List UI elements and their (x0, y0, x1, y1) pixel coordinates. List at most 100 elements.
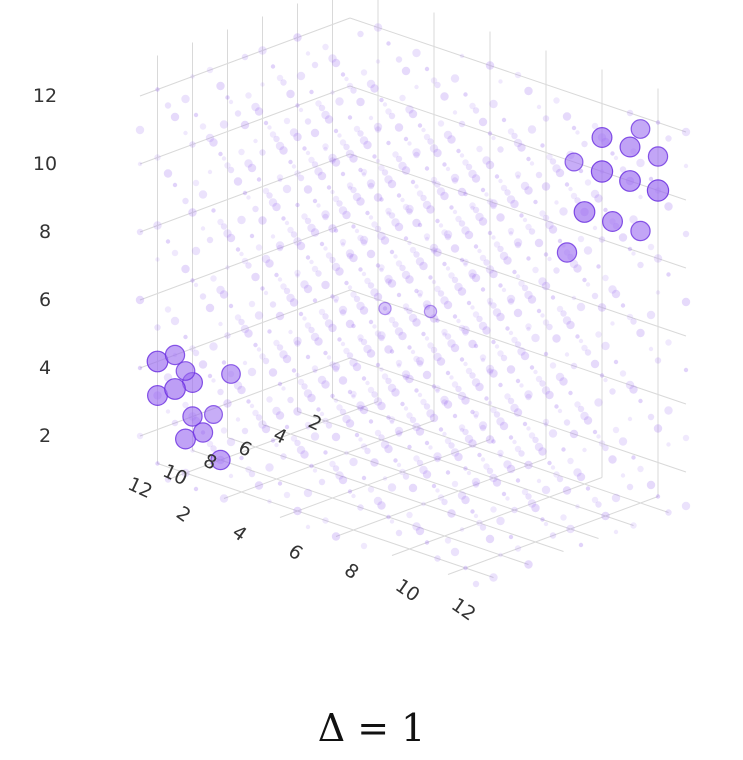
lattice-point (455, 215, 462, 223)
lattice-point (328, 323, 337, 333)
lattice-point (344, 280, 349, 286)
lattice-point (387, 179, 397, 189)
lattice-point (514, 241, 522, 249)
lattice-point (282, 354, 292, 364)
lattice-point (424, 166, 430, 171)
lattice-point (522, 421, 528, 427)
lattice-point (434, 455, 441, 463)
lattice-point (311, 265, 319, 273)
lattice-point (625, 380, 635, 390)
lattice-point (389, 249, 395, 255)
lattice-point (135, 295, 145, 305)
lattice-point (476, 519, 483, 527)
lattice-point (494, 344, 500, 349)
lattice-point (478, 217, 488, 226)
lattice-point (533, 199, 538, 205)
lattice-point (293, 506, 302, 516)
z-tick-label: 2 (39, 425, 51, 447)
lattice-point (396, 462, 402, 468)
lattice-point (491, 235, 496, 240)
lattice-point (577, 405, 585, 413)
lattice-point (591, 122, 599, 130)
lattice-point (578, 338, 584, 344)
lattice-point (521, 284, 529, 292)
lattice-point (497, 350, 504, 357)
lattice-point (543, 521, 549, 527)
lattice-point (249, 403, 255, 409)
lattice-point (255, 244, 263, 251)
lattice-point (207, 373, 213, 379)
lattice-point (596, 434, 601, 439)
lattice-point (347, 389, 353, 395)
lattice-point (304, 118, 312, 125)
lattice-point (407, 444, 412, 450)
data-point (630, 220, 651, 242)
lattice-point (135, 125, 145, 135)
lattice-point (547, 460, 552, 466)
lattice-point (485, 160, 495, 170)
lattice-point (525, 493, 532, 500)
lattice-point (492, 308, 502, 317)
lattice-point (437, 494, 445, 501)
lattice-point (393, 254, 398, 259)
lattice-point (266, 192, 273, 199)
lattice-point (395, 56, 403, 63)
lattice-point (392, 151, 399, 158)
lattice-point (549, 532, 557, 539)
lattice-point (507, 298, 515, 305)
lattice-point (210, 445, 217, 452)
lattice-point (524, 560, 533, 569)
lattice-point (554, 200, 559, 205)
lattice-point (536, 478, 542, 484)
lattice-point (253, 138, 258, 144)
lattice-point (456, 148, 461, 154)
side-wall-grid-line (139, 357, 351, 437)
lattice-point (610, 151, 615, 156)
lattice-point (534, 442, 544, 452)
lattice-point (550, 465, 556, 470)
lattice-point (608, 455, 617, 464)
lattice-point (526, 426, 531, 431)
lattice-point (293, 33, 302, 42)
data-point (564, 152, 584, 172)
lattice-point (491, 439, 496, 444)
lattice-point (508, 534, 514, 540)
lattice-point (538, 277, 547, 286)
lattice-point (305, 150, 311, 156)
lattice-point (429, 243, 439, 253)
lattice-point (423, 403, 431, 410)
lattice-point (193, 112, 199, 118)
lattice-point (296, 71, 306, 81)
lattice-point (183, 334, 188, 340)
lattice-point (310, 128, 320, 138)
lattice-point (379, 367, 384, 372)
lattice-point (283, 491, 291, 499)
y-tick-label: 2 (172, 502, 195, 527)
lattice-point (335, 267, 344, 276)
lattice-point (270, 438, 276, 443)
lattice-point (244, 159, 253, 168)
lattice-point (472, 206, 480, 214)
lattice-point (333, 398, 339, 403)
lattice-point (246, 195, 251, 200)
lattice-point (401, 370, 411, 379)
lattice-point (359, 136, 369, 145)
lattice-point (328, 224, 337, 233)
x-tick-label: 6 (235, 437, 255, 462)
lattice-point (329, 256, 336, 264)
lattice-point (136, 432, 144, 440)
lattice-point (578, 542, 584, 548)
lattice-point (532, 436, 539, 444)
lattice-point (293, 237, 302, 246)
lattice-point (384, 444, 393, 454)
lattice-point (409, 246, 417, 254)
lattice-point (182, 197, 189, 205)
lattice-point (407, 141, 412, 146)
lattice-point (603, 207, 608, 213)
lattice-point (217, 388, 224, 396)
y-tick-label: 10 (391, 575, 423, 607)
lattice-point (533, 369, 538, 375)
lattice-point (490, 506, 497, 513)
lattice-point (248, 470, 256, 478)
lattice-point (181, 468, 190, 478)
